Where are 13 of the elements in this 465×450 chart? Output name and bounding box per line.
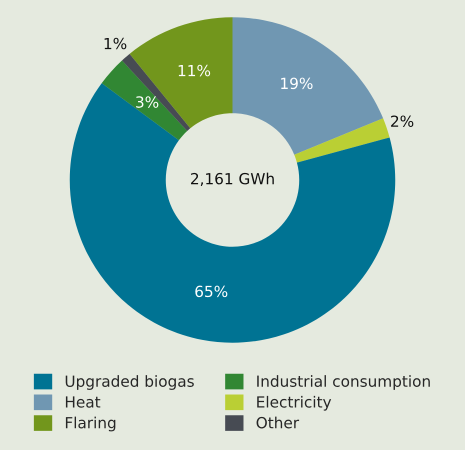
legend-label: Electricity: [257, 396, 332, 411]
legend-label: Upgraded biogas: [66, 375, 194, 390]
data-label: 1%: [104, 38, 126, 50]
data-label: 65%: [195, 286, 228, 298]
data-label: 2%: [391, 115, 414, 127]
legend-label: Flaring: [66, 416, 116, 432]
legend-label: Heat: [66, 396, 100, 408]
data-label: 3%: [136, 96, 158, 108]
data-label: 11%: [178, 64, 210, 76]
legend-label: Industrial consumption: [257, 375, 430, 390]
text: 2,161 GWh: [191, 172, 274, 186]
legend-label: Other: [256, 416, 300, 428]
data-label: 19%: [281, 78, 313, 90]
